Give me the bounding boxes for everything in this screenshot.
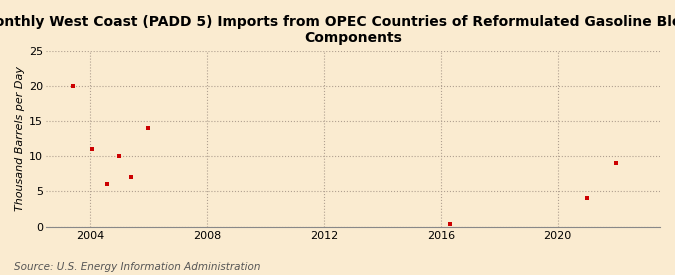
Point bbox=[611, 161, 622, 165]
Point bbox=[582, 196, 593, 201]
Point bbox=[126, 175, 137, 180]
Point bbox=[143, 126, 154, 130]
Point bbox=[87, 147, 98, 151]
Point bbox=[114, 154, 125, 158]
Y-axis label: Thousand Barrels per Day: Thousand Barrels per Day bbox=[15, 66, 25, 211]
Point bbox=[445, 222, 456, 227]
Title: Monthly West Coast (PADD 5) Imports from OPEC Countries of Reformulated Gasoline: Monthly West Coast (PADD 5) Imports from… bbox=[0, 15, 675, 45]
Point bbox=[68, 84, 78, 88]
Point bbox=[101, 182, 112, 186]
Text: Source: U.S. Energy Information Administration: Source: U.S. Energy Information Administ… bbox=[14, 262, 260, 272]
